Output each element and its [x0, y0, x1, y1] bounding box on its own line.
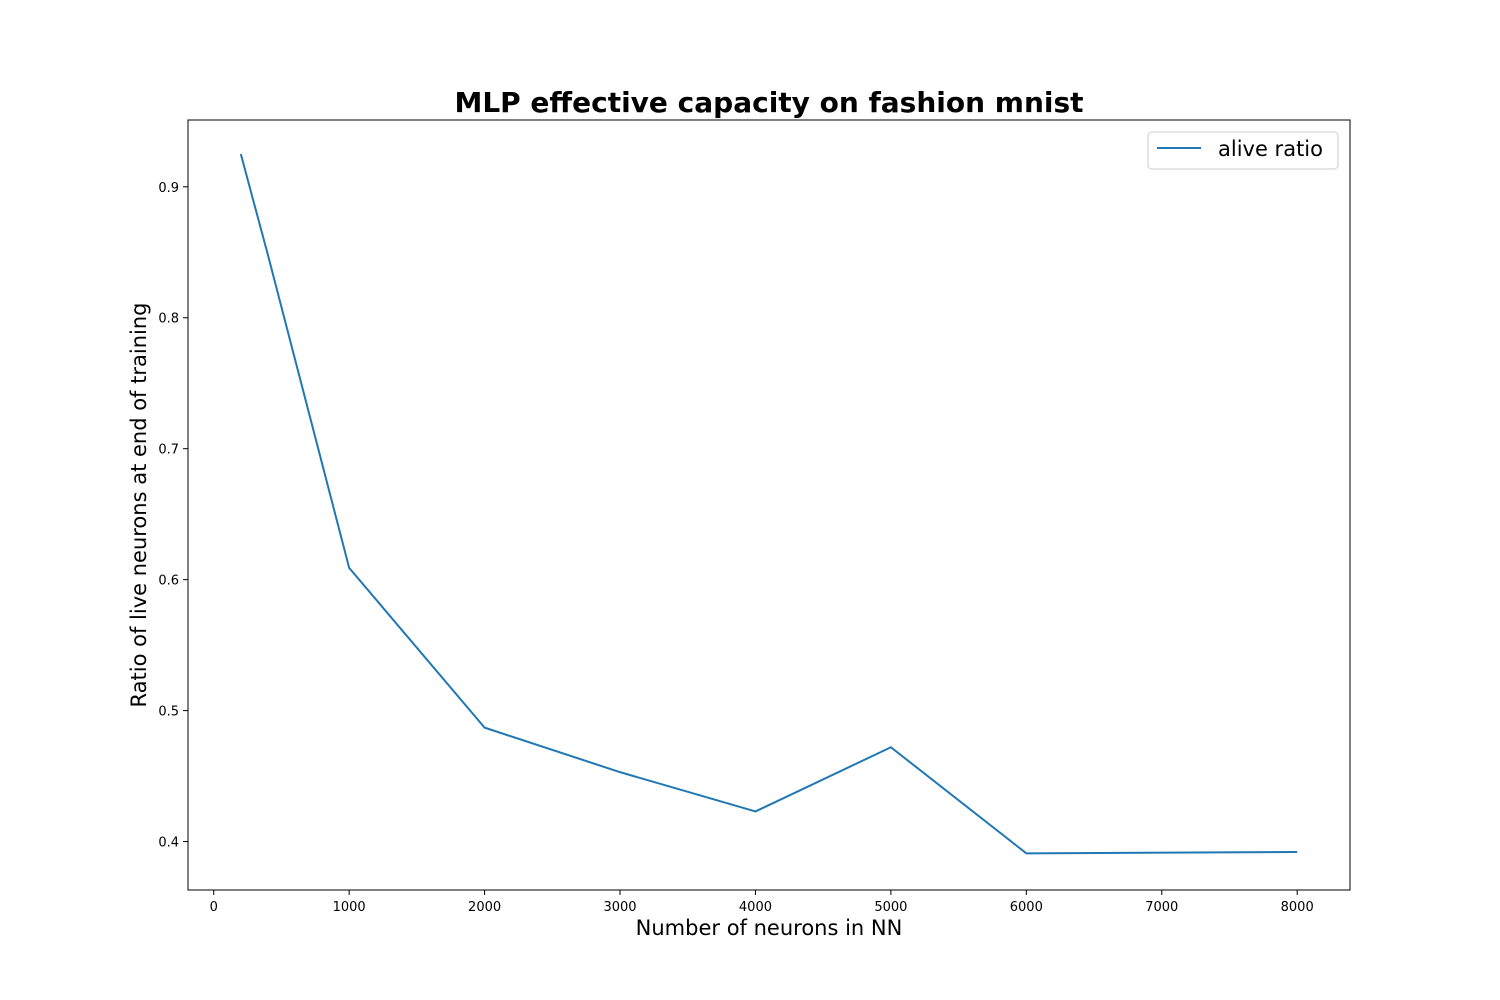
legend: alive ratio	[1147, 131, 1339, 170]
plot-frame	[187, 119, 1351, 891]
y-tick-label: 0.8	[158, 312, 179, 327]
x-axis: 0 1000 2000 3000 4000 5000 6000 7000 8000	[210, 890, 1314, 915]
y-tick-label: 0.7	[158, 443, 179, 458]
x-tick-label: 3000	[603, 900, 636, 915]
x-tick-label: 6000	[1010, 900, 1043, 915]
chart-title: MLP effective capacity on fashion mnist	[454, 86, 1083, 119]
y-tick-label: 0.5	[158, 705, 179, 720]
plot-area: 0 1000 2000 3000 4000 5000 6000 7000 8000 0.4 0.5…	[158, 119, 1351, 915]
y-axis: 0.4 0.5 0.6 0.7 0.8 0.9	[158, 181, 188, 851]
x-tick-label: 8000	[1281, 900, 1314, 915]
x-tick-label: 0	[210, 900, 218, 915]
y-tick-label: 0.9	[158, 181, 179, 196]
y-axis-label: Ratio of live neurons at end of training	[127, 303, 151, 708]
x-tick-label: 4000	[739, 900, 772, 915]
x-axis-label: Number of neurons in NN	[636, 916, 903, 940]
series-line-alive-ratio	[239, 153, 1298, 855]
legend-label-alive-ratio: alive ratio	[1218, 137, 1323, 161]
y-tick-label: 0.6	[158, 574, 179, 589]
legend-box	[1147, 131, 1339, 170]
x-tick-label: 7000	[1145, 900, 1178, 915]
series-layer	[239, 153, 1298, 855]
x-tick-label: 5000	[874, 900, 907, 915]
x-tick-label: 2000	[468, 900, 501, 915]
x-tick-label: 1000	[333, 900, 366, 915]
y-tick-label: 0.4	[158, 836, 179, 851]
